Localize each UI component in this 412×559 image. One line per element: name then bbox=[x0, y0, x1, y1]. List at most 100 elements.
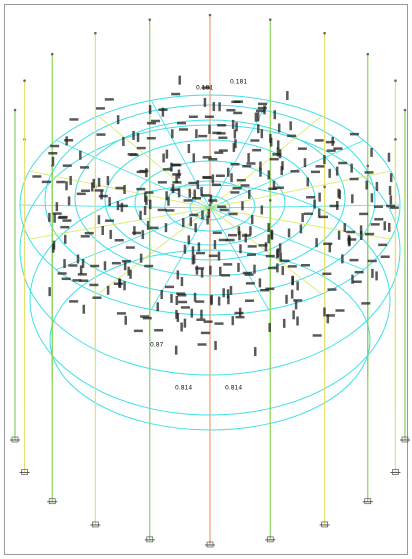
label-clutter bbox=[204, 98, 207, 107]
member-label: 0.814 bbox=[175, 385, 192, 392]
label-clutter bbox=[389, 186, 392, 195]
label-clutter bbox=[147, 122, 156, 125]
label-clutter bbox=[212, 184, 221, 187]
label-clutter bbox=[288, 265, 297, 268]
label-clutter bbox=[177, 313, 180, 322]
label-clutter bbox=[115, 239, 124, 242]
label-clutter bbox=[201, 332, 210, 335]
label-clutter bbox=[216, 175, 225, 178]
label-clutter bbox=[353, 280, 362, 283]
label-clutter bbox=[137, 133, 140, 142]
label-clutter bbox=[245, 299, 254, 302]
label-clutter bbox=[275, 186, 284, 189]
label-clutter bbox=[327, 288, 336, 291]
label-clutter bbox=[288, 228, 291, 237]
label-clutter bbox=[195, 300, 204, 303]
label-clutter bbox=[101, 226, 104, 235]
label-clutter bbox=[162, 153, 165, 162]
label-clutter bbox=[79, 151, 82, 160]
joint bbox=[366, 53, 369, 56]
label-clutter bbox=[313, 200, 316, 209]
label-clutter bbox=[322, 273, 331, 276]
label-clutter bbox=[233, 187, 242, 190]
label-clutter bbox=[355, 271, 364, 274]
label-clutter bbox=[218, 252, 221, 261]
label-clutter bbox=[381, 255, 390, 258]
label-clutter bbox=[248, 245, 257, 248]
label-clutter bbox=[374, 205, 383, 208]
label-clutter bbox=[85, 232, 94, 235]
label-clutter bbox=[181, 277, 184, 286]
label-clutter bbox=[304, 213, 313, 216]
label-clutter bbox=[350, 133, 359, 136]
label-clutter bbox=[328, 169, 331, 178]
label-clutter bbox=[282, 266, 285, 275]
label-clutter bbox=[143, 317, 152, 320]
label-clutter bbox=[62, 278, 71, 281]
label-clutter bbox=[374, 218, 383, 221]
label-clutter bbox=[177, 270, 180, 279]
label-clutter bbox=[251, 215, 254, 224]
label-clutter bbox=[263, 105, 266, 114]
label-clutter bbox=[171, 164, 180, 167]
label-clutter bbox=[259, 278, 262, 287]
label-clutter bbox=[201, 269, 204, 278]
label-clutter bbox=[222, 288, 225, 297]
label-clutter bbox=[122, 137, 125, 146]
member-label: 0.814 bbox=[225, 385, 242, 392]
label-clutter bbox=[318, 193, 321, 202]
label-clutter bbox=[289, 121, 292, 130]
label-clutter bbox=[214, 151, 223, 154]
label-clutter bbox=[218, 297, 221, 306]
label-clutter bbox=[323, 155, 326, 164]
label-clutter bbox=[229, 213, 238, 216]
label-clutter bbox=[227, 295, 230, 304]
label-clutter bbox=[134, 330, 143, 333]
label-clutter bbox=[239, 244, 242, 253]
label-clutter bbox=[178, 76, 181, 85]
label-clutter bbox=[53, 212, 62, 215]
label-clutter bbox=[180, 323, 183, 332]
label-clutter bbox=[144, 206, 147, 215]
label-clutter bbox=[89, 284, 98, 287]
label-clutter bbox=[165, 286, 174, 289]
label-clutter bbox=[200, 310, 203, 319]
label-clutter bbox=[126, 246, 135, 249]
label-clutter bbox=[69, 118, 78, 121]
label-clutter bbox=[301, 264, 310, 267]
joint bbox=[323, 32, 326, 35]
label-clutter bbox=[52, 157, 55, 166]
label-clutter bbox=[241, 184, 250, 187]
label-clutter bbox=[137, 171, 146, 174]
label-clutter bbox=[80, 166, 89, 169]
label-clutter bbox=[121, 203, 124, 212]
label-clutter bbox=[287, 135, 296, 138]
label-clutter bbox=[247, 153, 250, 162]
label-clutter bbox=[60, 226, 69, 229]
label-clutter bbox=[105, 219, 114, 222]
label-clutter bbox=[58, 216, 67, 219]
label-clutter bbox=[214, 341, 217, 350]
label-clutter bbox=[227, 168, 230, 177]
label-clutter bbox=[63, 164, 72, 167]
label-clutter bbox=[170, 294, 173, 303]
label-clutter bbox=[344, 223, 347, 232]
joint bbox=[323, 186, 326, 189]
label-clutter bbox=[160, 290, 163, 299]
label-clutter bbox=[335, 309, 344, 312]
label-clutter bbox=[77, 254, 80, 263]
label-clutter bbox=[242, 165, 251, 168]
label-clutter bbox=[100, 190, 103, 199]
member-label: 0.181 bbox=[196, 85, 213, 92]
label-clutter bbox=[315, 139, 324, 142]
label-clutter bbox=[115, 187, 124, 190]
label-clutter bbox=[279, 149, 282, 158]
label-clutter bbox=[261, 129, 264, 138]
label-clutter bbox=[230, 163, 239, 166]
label-clutter bbox=[232, 316, 235, 325]
label-clutter bbox=[77, 193, 86, 196]
label-clutter bbox=[350, 178, 359, 181]
label-clutter bbox=[158, 209, 167, 212]
label-clutter bbox=[233, 112, 242, 115]
label-clutter bbox=[223, 263, 232, 266]
